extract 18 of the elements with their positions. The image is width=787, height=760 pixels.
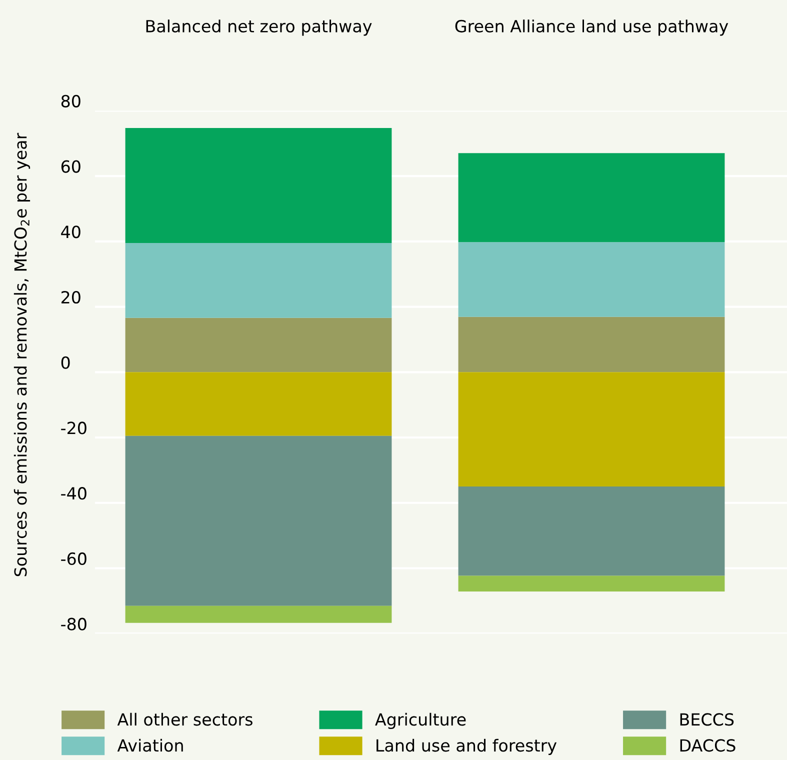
x-tick-label: Green Alliance land use pathway [455,20,728,36]
legend-label: BECCS [680,713,734,726]
x-tick-label: Balanced net zero pathway [146,20,372,36]
y-tick-label: 0 [61,356,70,369]
legend-label: DACCS [680,739,736,752]
legend-label: Land use and forestry [376,738,557,755]
legend-label: Aviation [117,738,183,752]
y-tick-label: -80 [61,618,86,630]
y-tick-label: 80 [61,94,80,108]
y-tick-label: -60 [61,552,86,566]
y-tick-label: 60 [61,160,80,173]
y-tick-label: 40 [61,226,80,238]
y-axis-title: Sources of emissions and removals, MtCO$_{2}$e per year [14,132,30,576]
y-tick-label: -40 [61,487,86,500]
legend-label: All other sectors [117,712,252,726]
y-tick-label: 20 [62,290,80,304]
legend-label: Agriculture [375,712,466,729]
y-tick-label: -20 [61,422,86,434]
